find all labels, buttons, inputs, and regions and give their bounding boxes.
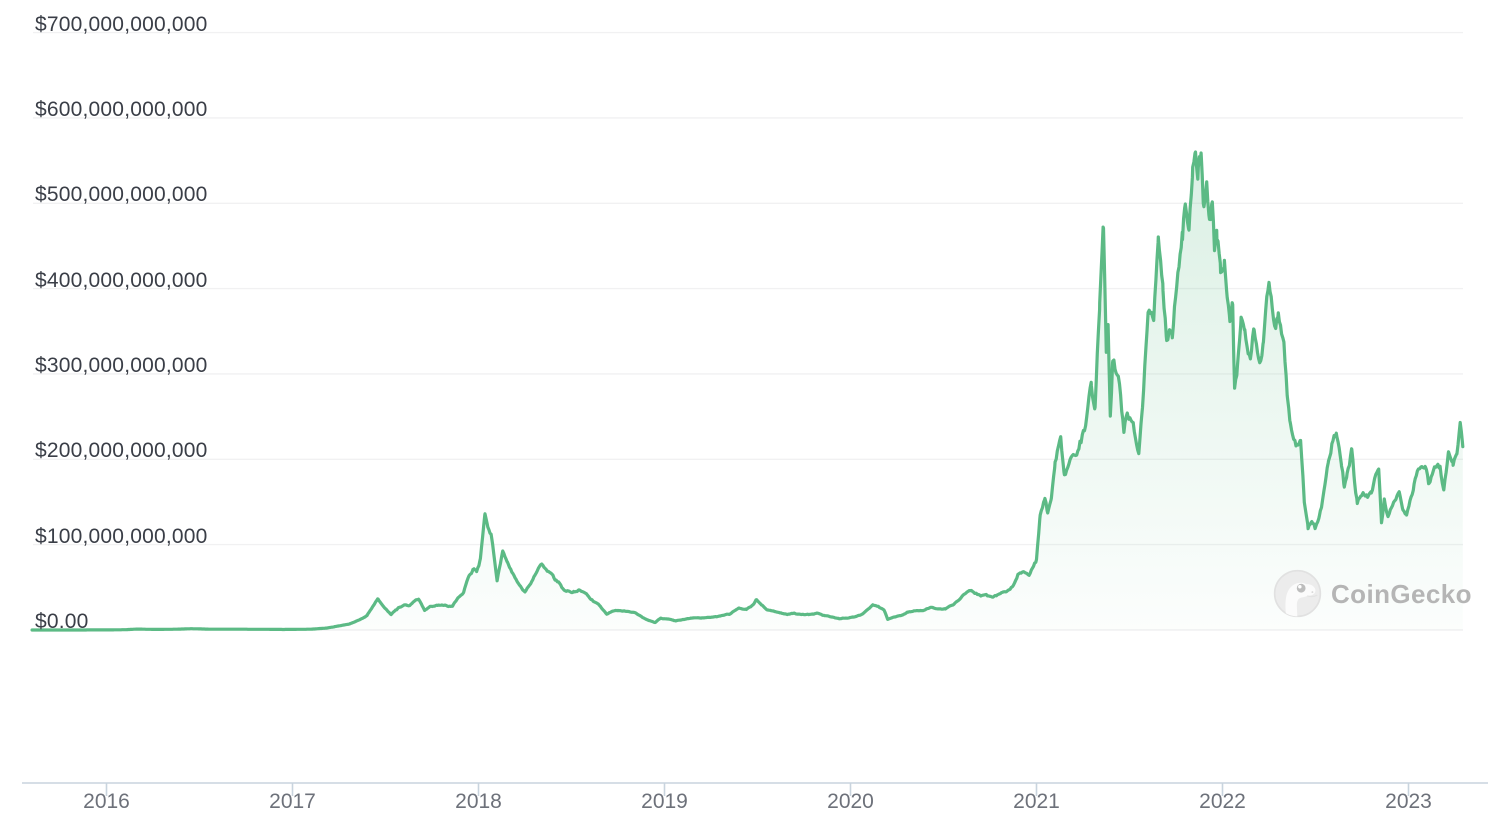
- y-axis-label: $600,000,000,000: [35, 97, 208, 121]
- x-axis-tick-label: 2022: [1199, 790, 1246, 813]
- y-axis-label: $700,000,000,000: [35, 12, 208, 36]
- y-axis-label: $500,000,000,000: [35, 183, 208, 207]
- x-axis-tick-label: 2019: [641, 790, 688, 813]
- x-axis-tick-label: 2016: [83, 790, 130, 813]
- area-fill: [32, 152, 1463, 630]
- gridlines: [33, 31, 1463, 631]
- x-axis: [22, 782, 1488, 796]
- y-axis-label: $300,000,000,000: [35, 353, 208, 377]
- y-axis-label: $100,000,000,000: [35, 524, 208, 548]
- x-axis-tick-label: 2020: [827, 790, 874, 813]
- series-line: [30, 150, 1465, 632]
- x-axis-tick-label: 2018: [455, 790, 502, 813]
- x-axis-tick-label: 2023: [1385, 790, 1432, 813]
- y-axis-label: $200,000,000,000: [35, 439, 208, 463]
- y-axis-label: $0.00: [35, 610, 89, 633]
- coingecko-wordmark: CoinGecko: [1331, 578, 1472, 609]
- y-axis-label: $400,000,000,000: [35, 268, 208, 292]
- coingecko-logo-icon: [1273, 569, 1322, 618]
- coingecko-watermark: CoinGecko: [1273, 569, 1472, 618]
- x-axis-tick-label: 2021: [1013, 790, 1060, 813]
- x-axis-tick-label: 2017: [269, 790, 316, 813]
